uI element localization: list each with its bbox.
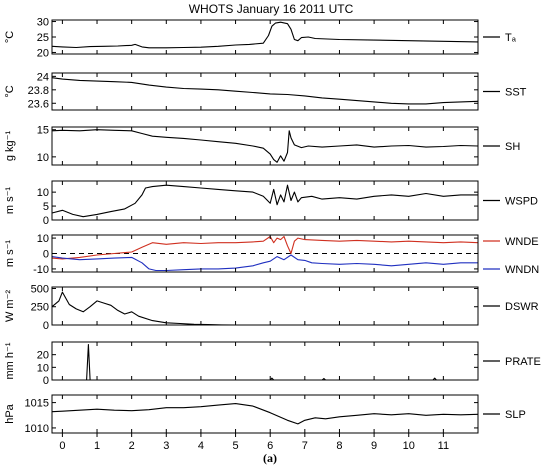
y-axis-label: W m⁻² — [4, 290, 16, 322]
legend-label: DSWR — [505, 301, 539, 313]
y-tick-label: 20 — [37, 350, 49, 362]
series-line-dswr — [51, 291, 478, 326]
y-tick-label: 30 — [37, 17, 49, 29]
panel-dswr: DSWR 0 250 500 W m⁻² — [4, 283, 539, 332]
x-tick-label: 0 — [59, 440, 65, 452]
y-tick-label: 10 — [37, 233, 49, 245]
panel-frame — [51, 19, 479, 55]
x-tick-label: 9 — [371, 440, 377, 452]
x-tick-label: 11 — [438, 440, 449, 452]
panel-sst: SST 23.623.8 24 °C — [4, 71, 527, 111]
panel-slp: SLP 1010 1015 hPa — [4, 394, 526, 435]
series-line-wnde — [51, 235, 479, 260]
x-tick-label: 5 — [232, 440, 238, 452]
y-tick-label: 10 — [37, 187, 49, 199]
panel-frame — [51, 180, 479, 221]
y-tick-label: 25 — [37, 32, 49, 44]
panel-frame — [51, 126, 479, 166]
y-tick-label: 23.6 — [28, 98, 49, 110]
panel-frame — [51, 286, 479, 326]
series-line-sst — [51, 77, 479, 105]
legend-label: SLP — [505, 409, 526, 421]
y-axis-label: °C — [4, 85, 16, 97]
legend-label: WNDN — [505, 264, 539, 276]
x-tick-label: 2 — [129, 440, 135, 452]
y-tick-label: 0 — [43, 375, 49, 387]
x-tick-label: 10 — [403, 440, 415, 452]
x-tick-label: 7 — [302, 440, 308, 452]
y-tick-label: 10 — [37, 362, 49, 374]
figure-caption: (a) — [263, 451, 277, 465]
x-tick-label: 8 — [336, 440, 342, 452]
y-tick-label: 0 — [43, 249, 49, 261]
x-tick-label: 4 — [198, 440, 204, 452]
legend-label: SH — [505, 141, 520, 153]
legend-label: WSPD — [505, 196, 538, 208]
y-tick-label: 1010 — [25, 423, 49, 435]
x-tick-label: 1 — [94, 440, 100, 452]
y-tick-label: 1015 — [25, 398, 49, 410]
x-tick-label: 3 — [163, 440, 169, 452]
y-axis-label: m s⁻¹ — [4, 240, 16, 268]
y-tick-label: 500 — [31, 283, 49, 295]
y-tick-label: 23.8 — [28, 85, 49, 97]
y-axis-label: hPa — [4, 403, 16, 423]
series-line-wndn — [51, 254, 478, 272]
legend-label: SST — [505, 87, 527, 99]
series-line-sh — [51, 129, 479, 163]
y-tick-label: 5 — [43, 201, 49, 213]
y-axis-label: g kg⁻¹ — [4, 131, 16, 162]
panel-wind: WNDE WNDN -10 0 10 m s⁻¹ — [4, 233, 539, 276]
y-tick-label: 10 — [37, 152, 49, 164]
figure-title: WHOTS January 16 2011 UTC — [189, 2, 354, 16]
y-tick-label: 0 — [43, 320, 49, 332]
panel-ta: Tₐ 20 25 30 °C — [4, 17, 517, 60]
y-tick-label: -10 — [33, 264, 49, 276]
y-tick-label: 24 — [37, 71, 49, 83]
series-line-prate — [52, 343, 478, 381]
series-line-slp — [51, 403, 479, 425]
panel-frame — [51, 72, 479, 111]
y-tick-label: 15 — [37, 125, 49, 137]
y-axis-label: m s⁻¹ — [4, 187, 16, 215]
series-line-tₐ — [51, 21, 479, 49]
panel-wspd: WSPD 0 5 10 m s⁻¹ — [4, 180, 538, 227]
panel-sh: SH 10 15 g kg⁻¹ — [4, 125, 520, 166]
series-line-wspd — [51, 184, 478, 218]
x-tick-label: 6 — [267, 440, 273, 452]
legend-label: WNDE — [505, 236, 539, 248]
legend-label: Tₐ — [505, 32, 517, 44]
legend-label: PRATE — [505, 356, 541, 368]
y-tick-label: 250 — [31, 302, 49, 314]
y-tick-label: 0 — [43, 215, 49, 227]
y-tick-label: 20 — [37, 47, 49, 59]
y-axis-label: °C — [4, 31, 16, 43]
panel-frame — [51, 394, 479, 434]
panel-frame — [51, 341, 479, 381]
y-axis-label: mm h⁻¹ — [4, 342, 16, 379]
x-axis: 0 1 2 3 4 5 6 7 8 9 10 11 — [59, 433, 449, 452]
